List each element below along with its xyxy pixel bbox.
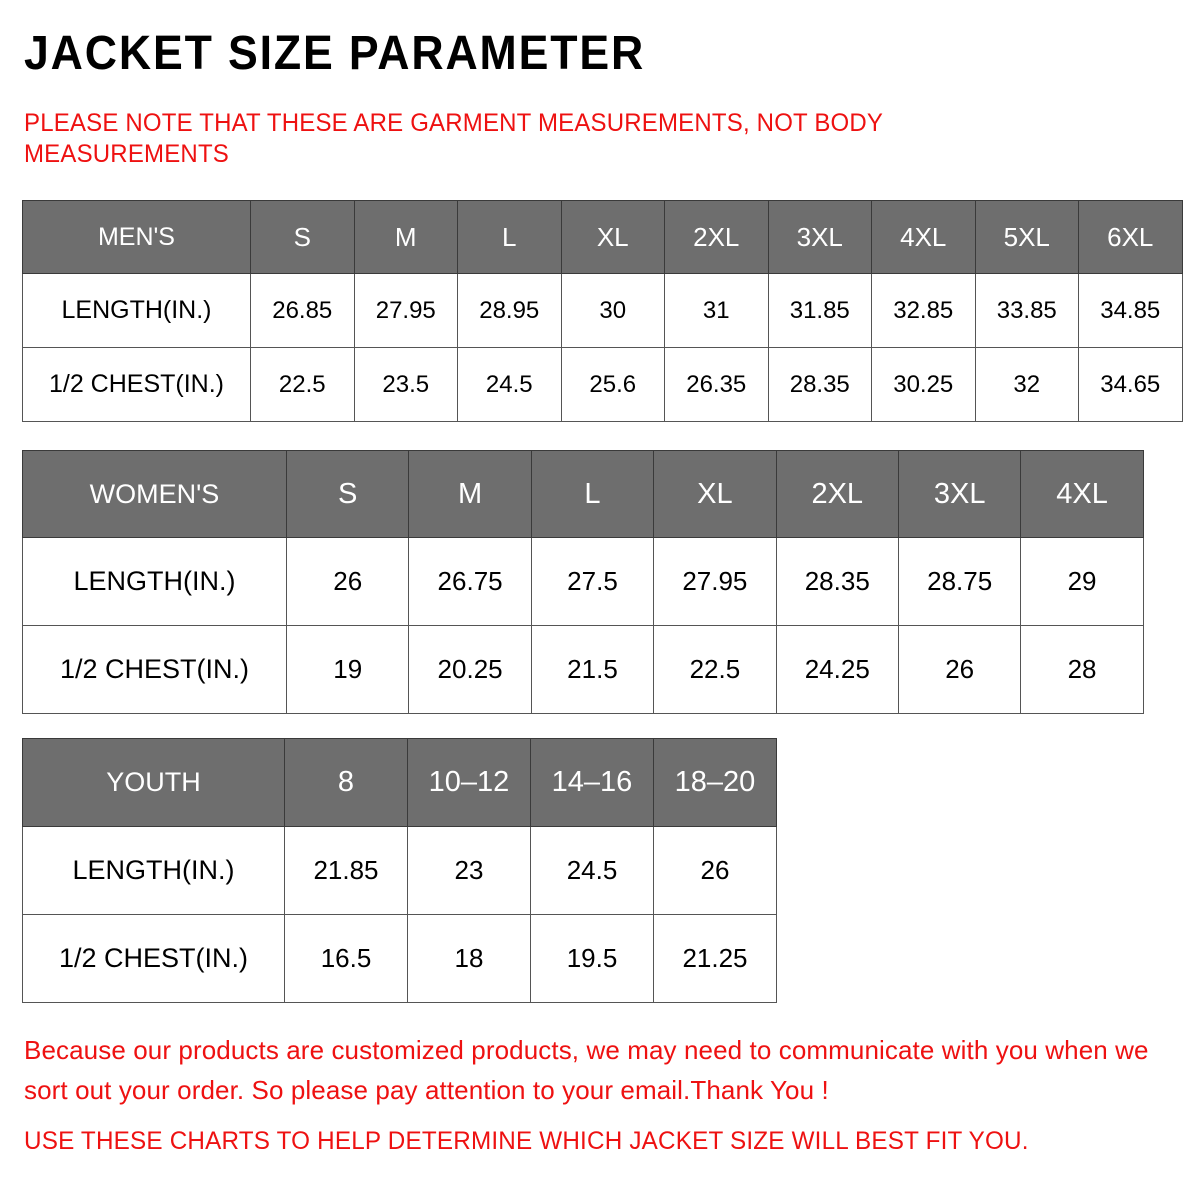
- youth-col-18-20: 18–20: [653, 738, 777, 827]
- mens-corner-label: MEN'S: [22, 200, 251, 274]
- womens-col-s: S: [285, 450, 410, 538]
- mens-col-3xl: 3XL: [767, 200, 872, 274]
- mens-length-l: 28.95: [457, 273, 562, 348]
- womens-length-m: 26.75: [408, 537, 532, 626]
- youth-length-label: LENGTH(IN.): [22, 826, 285, 915]
- youth-length-10-12: 23: [407, 826, 531, 915]
- mens-chest-5xl: 32: [974, 347, 1079, 422]
- youth-table-header: YOUTH 8 10–12 14–16 18–20: [22, 738, 777, 827]
- womens-length-3xl: 28.75: [897, 537, 1022, 626]
- womens-col-4xl: 4XL: [1020, 450, 1144, 538]
- mens-length-6xl: 34.85: [1078, 273, 1183, 348]
- womens-col-3xl: 3XL: [897, 450, 1022, 538]
- mens-length-3xl: 31.85: [767, 273, 872, 348]
- mens-chest-l: 24.5: [457, 347, 562, 422]
- womens-chest-2xl: 24.25: [775, 625, 899, 714]
- youth-length-8: 21.85: [284, 826, 408, 915]
- chart-usage-note: USE THESE CHARTS TO HELP DETERMINE WHICH…: [24, 1127, 1029, 1155]
- womens-length-xl: 27.95: [653, 537, 777, 626]
- mens-chest-2xl: 26.35: [664, 347, 769, 422]
- youth-chest-18-20: 21.25: [653, 914, 777, 1003]
- mens-chest-xl: 25.6: [560, 347, 665, 422]
- womens-col-m: M: [408, 450, 532, 538]
- mens-col-6xl: 6XL: [1078, 200, 1183, 274]
- youth-col-8: 8: [284, 738, 408, 827]
- youth-length-14-16: 24.5: [530, 826, 654, 915]
- mens-table-body: LENGTH(IN.) 26.85 27.95 28.95 30 31 31.8…: [22, 273, 1183, 422]
- mens-length-5xl: 33.85: [974, 273, 1079, 348]
- table-row: 1/2 CHEST(IN.) 22.5 23.5 24.5 25.6 26.35…: [22, 347, 1183, 422]
- mens-col-4xl: 4XL: [871, 200, 976, 274]
- youth-col-10-12: 10–12: [407, 738, 531, 827]
- womens-length-2xl: 28.35: [775, 537, 899, 626]
- womens-table-header: WOMEN'S S M L XL 2XL 3XL 4XL: [22, 450, 1144, 538]
- table-row: LENGTH(IN.) 21.85 23 24.5 26: [22, 826, 777, 915]
- youth-size-table: YOUTH 8 10–12 14–16 18–20 LENGTH(IN.) 21…: [22, 738, 777, 1003]
- youth-chest-8: 16.5: [284, 914, 408, 1003]
- table-header-row: WOMEN'S S M L XL 2XL 3XL 4XL: [22, 450, 1144, 538]
- youth-chest-label: 1/2 CHEST(IN.): [22, 914, 285, 1003]
- table-row: 1/2 CHEST(IN.) 19 20.25 21.5 22.5 24.25 …: [22, 625, 1144, 714]
- mens-col-l: L: [457, 200, 562, 274]
- youth-table-body: LENGTH(IN.) 21.85 23 24.5 26 1/2 CHEST(I…: [22, 826, 777, 1003]
- mens-chest-4xl: 30.25: [871, 347, 976, 422]
- mens-col-s: S: [250, 200, 355, 274]
- womens-col-2xl: 2XL: [775, 450, 899, 538]
- youth-length-18-20: 26: [653, 826, 777, 915]
- womens-length-s: 26: [285, 537, 410, 626]
- table-row: LENGTH(IN.) 26 26.75 27.5 27.95 28.35 28…: [22, 537, 1144, 626]
- mens-col-m: M: [353, 200, 458, 274]
- garment-measurement-note: PLEASE NOTE THAT THESE ARE GARMENT MEASU…: [24, 109, 883, 168]
- womens-chest-l: 21.5: [530, 625, 655, 714]
- mens-length-2xl: 31: [664, 273, 769, 348]
- womens-chest-xl: 22.5: [653, 625, 777, 714]
- customization-note: Because our products are customized prod…: [24, 1035, 1149, 1105]
- mens-chest-s: 22.5: [250, 347, 355, 422]
- mens-col-xl: XL: [560, 200, 665, 274]
- womens-table-body: LENGTH(IN.) 26 26.75 27.5 27.95 28.35 28…: [22, 537, 1144, 714]
- mens-length-4xl: 32.85: [871, 273, 976, 348]
- table-row: 1/2 CHEST(IN.) 16.5 18 19.5 21.25: [22, 914, 777, 1003]
- youth-chest-10-12: 18: [407, 914, 531, 1003]
- mens-col-5xl: 5XL: [974, 200, 1079, 274]
- mens-table-header: MEN'S S M L XL 2XL 3XL 4XL 5XL 6XL: [22, 200, 1183, 274]
- mens-col-2xl: 2XL: [664, 200, 769, 274]
- mens-length-label: LENGTH(IN.): [22, 273, 251, 348]
- table-header-row: YOUTH 8 10–12 14–16 18–20: [22, 738, 777, 827]
- youth-col-14-16: 14–16: [530, 738, 654, 827]
- mens-chest-label: 1/2 CHEST(IN.): [22, 347, 251, 422]
- mens-length-s: 26.85: [250, 273, 355, 348]
- womens-length-4xl: 29: [1020, 537, 1144, 626]
- mens-size-table: MEN'S S M L XL 2XL 3XL 4XL 5XL 6XL LENGT…: [22, 200, 1183, 422]
- womens-chest-s: 19: [285, 625, 410, 714]
- womens-chest-3xl: 26: [897, 625, 1022, 714]
- mens-chest-m: 23.5: [353, 347, 458, 422]
- mens-chest-6xl: 34.65: [1078, 347, 1183, 422]
- womens-col-xl: XL: [653, 450, 777, 538]
- womens-chest-m: 20.25: [408, 625, 532, 714]
- table-row: LENGTH(IN.) 26.85 27.95 28.95 30 31 31.8…: [22, 273, 1183, 348]
- youth-chest-14-16: 19.5: [530, 914, 654, 1003]
- page-title: JACKET SIZE PARAMETER: [24, 27, 646, 80]
- youth-corner-label: YOUTH: [22, 738, 285, 827]
- table-header-row: MEN'S S M L XL 2XL 3XL 4XL 5XL 6XL: [22, 200, 1183, 274]
- womens-corner-label: WOMEN'S: [22, 450, 287, 538]
- womens-chest-4xl: 28: [1020, 625, 1144, 714]
- mens-length-m: 27.95: [353, 273, 458, 348]
- womens-length-l: 27.5: [530, 537, 655, 626]
- mens-length-xl: 30: [560, 273, 665, 348]
- womens-chest-label: 1/2 CHEST(IN.): [22, 625, 287, 714]
- mens-chest-3xl: 28.35: [767, 347, 872, 422]
- womens-size-table: WOMEN'S S M L XL 2XL 3XL 4XL LENGTH(IN.)…: [22, 450, 1144, 714]
- womens-col-l: L: [530, 450, 655, 538]
- womens-length-label: LENGTH(IN.): [22, 537, 287, 626]
